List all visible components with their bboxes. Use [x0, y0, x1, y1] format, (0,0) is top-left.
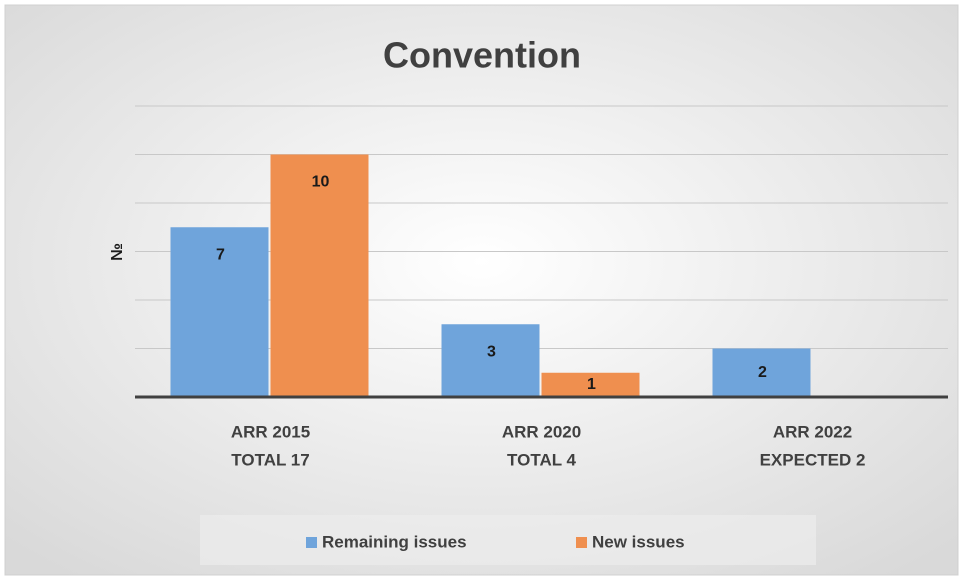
- bar: [270, 154, 369, 397]
- legend-label: Remaining issues: [322, 532, 467, 551]
- bar: [170, 227, 269, 397]
- data-label: 1: [587, 376, 596, 393]
- x-tick-label: ARR 2022: [773, 422, 852, 441]
- legend-swatch: [306, 537, 317, 548]
- data-label: 10: [312, 174, 330, 191]
- legend-swatch: [576, 537, 587, 548]
- x-tick-label: TOTAL 4: [507, 450, 577, 469]
- bar: [541, 372, 640, 397]
- chart-background: [4, 4, 959, 576]
- x-tick-label: ARR 2015: [231, 422, 310, 441]
- bar: [441, 324, 540, 397]
- y-axis-label: №: [109, 243, 126, 261]
- x-tick-label: TOTAL 17: [231, 450, 309, 469]
- x-tick-label: ARR 2020: [502, 422, 581, 441]
- legend-label: New issues: [592, 532, 685, 551]
- bar: [712, 348, 811, 397]
- data-label: 3: [487, 343, 496, 360]
- x-tick-label: EXPECTED 2: [760, 450, 866, 469]
- chart-title: Convention: [383, 35, 581, 76]
- legend-box: [200, 515, 816, 565]
- data-label: 7: [216, 246, 225, 263]
- data-label: 2: [758, 364, 767, 381]
